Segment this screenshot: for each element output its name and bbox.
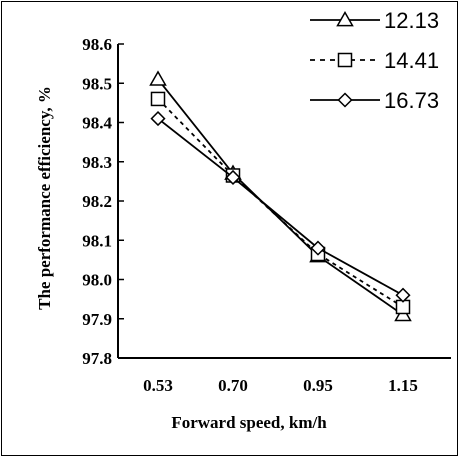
y-tick-label: 98.2	[82, 192, 112, 211]
y-tick-label: 97.9	[82, 310, 112, 329]
y-axis-label: The performance efficiency, %	[35, 86, 54, 310]
data-point	[152, 92, 165, 105]
y-tick-label: 98.5	[82, 74, 112, 93]
y-tick-label: 97.8	[82, 349, 112, 368]
legend-marker	[339, 54, 352, 67]
legend-label: 12.13	[384, 8, 439, 33]
y-tick-label: 98.6	[82, 35, 112, 54]
x-axis-ticks: 0.53 0.70 0.95 1.15	[143, 376, 418, 395]
legend-marker	[339, 94, 352, 107]
legend-label: 14.41	[384, 48, 439, 73]
x-tick-label: 0.70	[218, 376, 248, 395]
legend-entry: 12.13	[310, 8, 439, 33]
legend-entry: 14.41	[310, 48, 439, 73]
series-group	[151, 72, 411, 321]
y-tick-label: 98.4	[82, 114, 112, 133]
x-tick-label: 0.53	[143, 376, 173, 395]
series-16.73	[152, 112, 410, 302]
x-tick-label: 1.15	[388, 376, 418, 395]
y-tick-label: 98.0	[82, 271, 112, 290]
series-14.41	[152, 92, 410, 313]
data-point	[151, 72, 166, 85]
x-tick-label: 0.95	[303, 376, 333, 395]
legend-marker	[338, 13, 353, 26]
legend-entry: 16.73	[310, 88, 439, 113]
series-line	[158, 79, 403, 315]
y-tick-label: 98.1	[82, 231, 112, 250]
series-12.13	[151, 72, 411, 321]
x-axis-label: Forward speed, km/h	[171, 413, 327, 432]
legend-label: 16.73	[384, 88, 439, 113]
series-line	[158, 119, 403, 296]
y-tick-label: 98.3	[82, 153, 112, 172]
legend: 12.13 14.41 16.73	[310, 8, 439, 113]
